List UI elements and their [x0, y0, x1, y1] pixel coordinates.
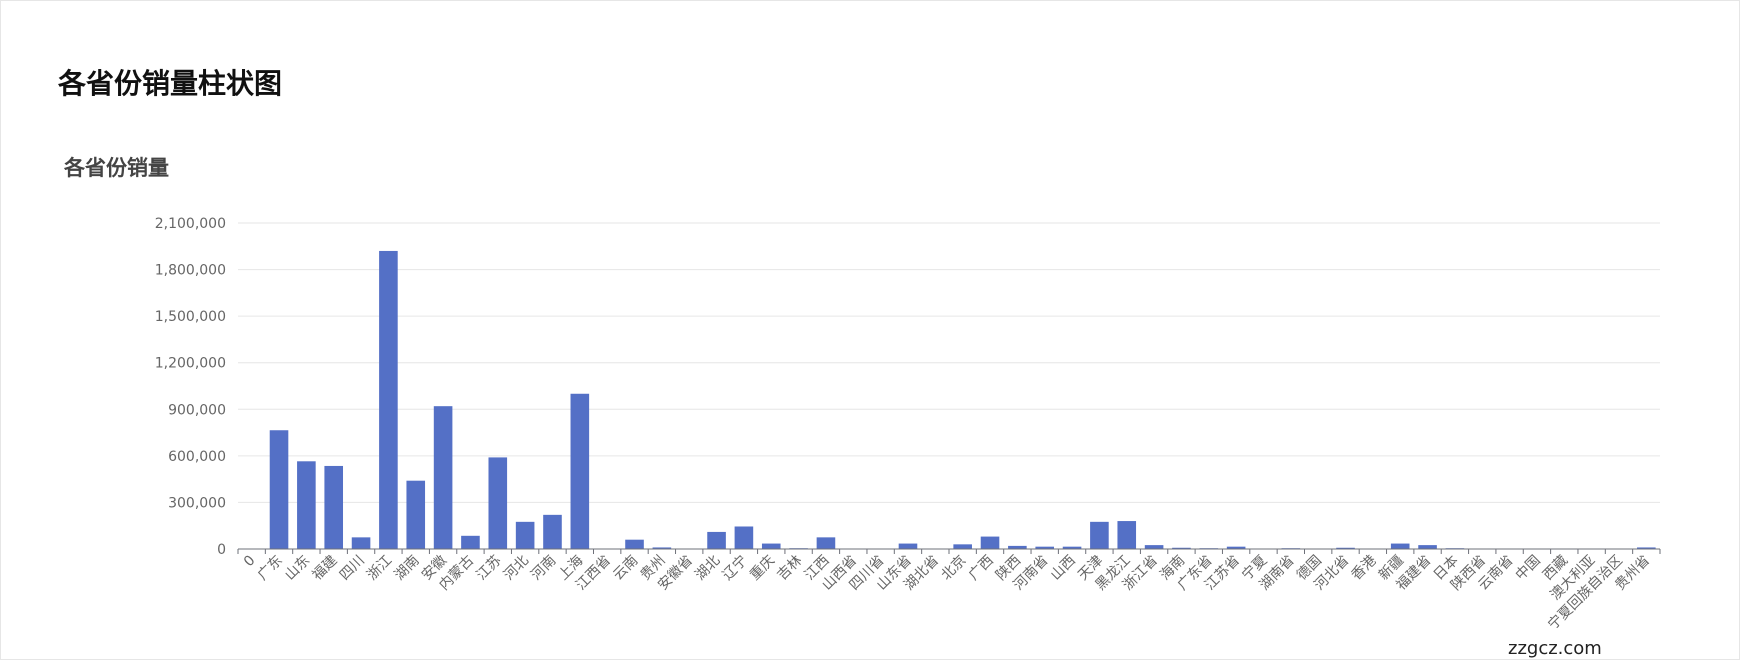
bar — [761, 543, 781, 549]
bar — [980, 536, 1000, 549]
bar — [515, 521, 535, 549]
grid-lines — [238, 222, 1660, 503]
x-tick-label: 湖北 — [692, 553, 723, 584]
bar — [1336, 547, 1355, 549]
bar — [1008, 545, 1027, 549]
x-tick-label: 广东 — [255, 553, 286, 584]
bar — [379, 250, 398, 549]
bar — [433, 406, 453, 549]
bar — [1637, 547, 1656, 549]
y-tick-label: 2,100,000 — [155, 216, 226, 232]
x-tick-label: 河北 — [501, 553, 532, 584]
x-tick-label: 广西 — [966, 553, 997, 584]
bar — [953, 544, 972, 549]
chart-title: 各省份销量 — [64, 156, 169, 180]
x-tick-label: 中国 — [1513, 553, 1544, 584]
x-tick-label: 浙江 — [364, 553, 395, 584]
x-tick-label: 北京 — [938, 553, 969, 584]
y-axis-ticks: 0 300,000 600,000 900,000 1,200,000 1,500,000… — [155, 216, 226, 558]
x-tick-label: 辽宁 — [719, 552, 751, 584]
bar — [734, 526, 754, 549]
x-tick-label: 江苏 — [474, 553, 505, 584]
bar — [816, 537, 836, 549]
bar — [652, 547, 672, 549]
x-tick-label: 山东 — [282, 553, 313, 584]
bar — [570, 393, 590, 549]
x-tick-label: 吉林 — [774, 553, 805, 584]
y-tick-label: 900,000 — [168, 402, 226, 418]
page-title: 各省份销量柱状图 — [58, 67, 283, 100]
bar — [625, 539, 644, 549]
bar — [1172, 547, 1191, 549]
y-tick-label: 1,800,000 — [155, 263, 226, 279]
bar — [406, 480, 426, 549]
bar — [269, 430, 289, 549]
x-axis — [237, 548, 1661, 554]
x-axis-ticks: 0广东山东福建四川浙江湖南安徽内蒙古江苏河北河南上海江西省云南贵州安徽省湖北辽宁… — [241, 552, 1653, 633]
bar — [898, 543, 918, 549]
bar — [351, 537, 371, 549]
bar — [1062, 546, 1082, 549]
bar — [1117, 521, 1137, 549]
bar — [1390, 543, 1410, 549]
bar — [1418, 545, 1437, 549]
bar — [1144, 545, 1164, 549]
bar — [707, 531, 726, 549]
x-tick-label: 湖南 — [391, 553, 422, 584]
x-tick-label: 云南 — [610, 553, 641, 584]
bar — [1226, 546, 1246, 549]
y-tick-label: 1,500,000 — [155, 309, 226, 325]
bar — [461, 535, 480, 549]
y-tick-label: 600,000 — [168, 449, 226, 465]
x-tick-label: 福建 — [309, 553, 340, 584]
x-tick-label: 山西 — [1048, 553, 1079, 584]
bar — [1090, 521, 1109, 549]
x-tick-label: 重庆 — [747, 553, 778, 584]
bar — [324, 465, 344, 549]
bar — [297, 461, 316, 549]
bar — [488, 457, 508, 549]
bar — [543, 514, 562, 549]
bar — [1035, 546, 1055, 549]
bars — [269, 250, 1656, 549]
x-tick-label: 河南 — [528, 553, 559, 584]
y-tick-label: 300,000 — [168, 495, 226, 511]
x-tick-label: 四川 — [337, 553, 368, 584]
y-tick-label: 0 — [217, 542, 226, 558]
watermark: zzgcz.com — [1508, 638, 1602, 659]
x-tick-label: 香港 — [1349, 553, 1380, 584]
y-tick-label: 1,200,000 — [155, 356, 226, 372]
x-tick-label: 0 — [241, 553, 259, 571]
